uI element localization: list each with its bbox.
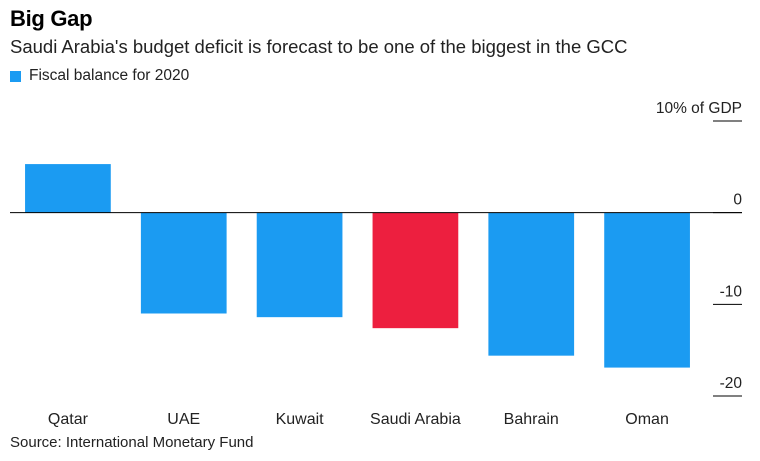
chart-subtitle: Saudi Arabia's budget deficit is forecas… xyxy=(10,36,628,57)
x-label-oman: Oman xyxy=(625,411,669,428)
y-tick-label-3: -20 xyxy=(720,375,743,392)
chart-title: Big Gap xyxy=(10,6,93,31)
chart-legend: Fiscal balance for 2020 xyxy=(10,67,189,85)
y-tick-label-2: -10 xyxy=(720,283,743,300)
x-label-saudi-arabia: Saudi Arabia xyxy=(370,411,461,428)
bar-kuwait xyxy=(256,212,343,318)
y-tick-label-1: 0 xyxy=(733,192,742,209)
bar-uae xyxy=(140,212,227,314)
bar-saudi-arabia xyxy=(372,212,459,329)
x-label-qatar: Qatar xyxy=(48,411,89,428)
x-axis-labels: Qatar UAE Kuwait Saudi Arabia Bahrain Oman xyxy=(48,411,669,428)
bars xyxy=(25,164,690,368)
x-label-uae: UAE xyxy=(167,411,200,428)
bar-oman xyxy=(604,212,690,368)
legend-swatch xyxy=(10,70,21,82)
x-label-bahrain: Bahrain xyxy=(504,411,559,428)
bar-qatar xyxy=(25,164,111,213)
bar-bahrain xyxy=(488,212,575,356)
x-label-kuwait: Kuwait xyxy=(276,411,325,428)
legend-label: Fiscal balance for 2020 xyxy=(29,67,190,84)
y-axis-ticks: 10% of GDP 0 -10 -20 xyxy=(656,100,743,397)
source-note: Source: International Monetary Fund xyxy=(10,434,254,451)
y-tick-label-0: 10% of GDP xyxy=(656,100,742,117)
